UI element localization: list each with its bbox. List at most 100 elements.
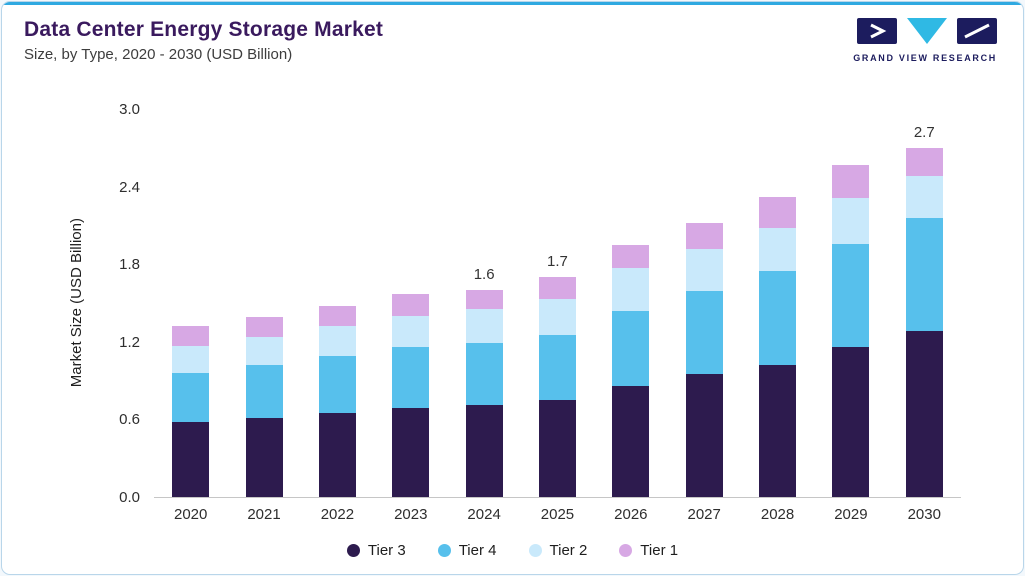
legend: Tier 3 Tier 4 Tier 2 Tier 1 — [2, 542, 1023, 559]
stacked-bar — [832, 164, 870, 497]
legend-dot-icon — [528, 544, 542, 557]
bar-segment-tier-3 — [245, 418, 283, 497]
header: Data Center Energy Storage Market Size, … — [2, 5, 1023, 65]
y-axis-title: Market Size (USD Billion) — [68, 218, 85, 388]
y-tick-label: 3.0 — [119, 101, 140, 118]
y-tick-label: 0.6 — [119, 411, 140, 429]
bar-segment-tier-3 — [685, 374, 723, 497]
bar-segment-tier-4 — [465, 343, 503, 406]
bar-segment-tier-3 — [465, 405, 503, 497]
x-tick-label: 2025 — [540, 506, 575, 523]
title-block: Data Center Energy Storage Market Size, … — [24, 18, 383, 63]
y-tick-label: 1.2 — [119, 333, 140, 351]
x-tick-label: 2029 — [834, 506, 868, 523]
y-tick-label: 2.4 — [119, 178, 140, 196]
bar-column-2029 — [814, 109, 887, 497]
bar-column-2020 — [154, 109, 227, 497]
y-tick-label: 1.8 — [119, 256, 140, 274]
bar-segment-tier-2 — [759, 228, 797, 271]
bar-segment-tier-1 — [832, 164, 870, 199]
bar-segment-tier-2 — [612, 268, 650, 311]
legend-label: Tier 1 — [640, 542, 679, 559]
bar-segment-tier-2 — [392, 315, 430, 347]
bar-segment-tier-4 — [172, 372, 210, 422]
grand-view-research-logo-icon — [857, 18, 997, 44]
bar-segment-tier-4 — [538, 335, 576, 400]
plot-area: 1.6 1.7 2.7 — [154, 109, 961, 498]
stacked-bar — [465, 290, 503, 497]
bar-segment-tier-1 — [392, 293, 430, 316]
bar-segment-tier-1 — [465, 290, 503, 310]
legend-label: Tier 2 — [549, 542, 588, 559]
bar-column-2026 — [594, 109, 667, 497]
bar-segment-tier-1 — [538, 277, 576, 300]
stacked-bar — [685, 222, 723, 497]
legend-item-tier-4: Tier 4 — [437, 542, 497, 559]
bar-segment-tier-2 — [465, 309, 503, 344]
bar-segment-tier-2 — [905, 176, 943, 218]
bar-segment-tier-3 — [832, 346, 870, 497]
bar-segment-tier-4 — [392, 346, 430, 408]
bar-segment-tier-3 — [538, 400, 576, 497]
legend-label: Tier 3 — [367, 542, 406, 559]
x-tick-label: 2023 — [394, 506, 428, 523]
bar-segment-tier-1 — [612, 244, 650, 269]
bar-segment-tier-2 — [685, 248, 723, 292]
x-tick-label: 2022 — [320, 506, 355, 523]
legend-item-tier-2: Tier 2 — [528, 542, 588, 559]
x-tick-label: 2021 — [247, 506, 281, 523]
bar-segment-tier-4 — [245, 365, 283, 419]
x-tick-label: 2020 — [173, 506, 208, 523]
bar-segment-tier-1 — [759, 196, 797, 229]
bar-column-2022 — [301, 109, 374, 497]
stacked-bar — [172, 326, 210, 497]
x-tick-label: 2027 — [687, 506, 721, 523]
bar-segment-tier-4 — [832, 243, 870, 347]
legend-label: Tier 4 — [458, 542, 497, 559]
x-axis-labels: 2020 2021 2022 2023 2024 2025 2026 2027 2028 2029… — [154, 506, 961, 523]
bar-segment-tier-4 — [612, 310, 650, 386]
bar-column-2030: 2.7 — [888, 109, 961, 497]
bar-column-2028 — [741, 109, 814, 497]
bar-column-2021 — [227, 109, 300, 497]
page-title: Data Center Energy Storage Market — [24, 18, 384, 41]
y-tick-label: 0.0 — [119, 489, 140, 506]
bar-column-2024: 1.6 — [447, 109, 520, 497]
logo-text: GRAND VIEW RESEARCH — [853, 53, 997, 63]
stacked-bar — [612, 244, 650, 497]
bar-segment-tier-1 — [245, 317, 283, 337]
x-tick-label: 2028 — [760, 506, 795, 523]
bar-segment-tier-1 — [172, 326, 210, 346]
page-subtitle: Size, by Type, 2020 - 2030 (USD Billion) — [24, 46, 293, 63]
y-axis-title-wrap: Market Size (USD Billion) — [68, 109, 85, 497]
logo: GRAND VIEW RESEARCH — [853, 18, 997, 63]
y-axis-ticks: 0.0 0.6 1.2 1.8 2.4 3.0 — [96, 101, 140, 506]
bar-value-label: 2.7 — [913, 123, 935, 141]
legend-dot-icon — [346, 544, 360, 557]
legend-item-tier-3: Tier 3 — [346, 542, 406, 559]
bar-segment-tier-2 — [318, 326, 356, 357]
bar-segment-tier-4 — [759, 270, 797, 366]
legend-item-tier-1: Tier 1 — [619, 542, 678, 559]
bar-segment-tier-1 — [685, 222, 723, 249]
top-accent-bar — [2, 2, 1023, 5]
bar-segment-tier-3 — [318, 412, 356, 497]
bar-segment-tier-4 — [905, 217, 943, 332]
x-tick-label: 2026 — [614, 506, 648, 523]
stacked-bar — [759, 196, 797, 497]
bar-segment-tier-2 — [832, 198, 870, 244]
bar-segment-tier-3 — [392, 407, 430, 497]
bar-value-label: 1.6 — [473, 266, 495, 284]
stacked-bar — [538, 277, 576, 497]
bar-segment-tier-3 — [612, 385, 650, 497]
bar-segment-tier-1 — [905, 147, 943, 177]
legend-dot-icon — [619, 544, 633, 557]
bar-segment-tier-3 — [905, 331, 943, 497]
bar-segment-tier-2 — [172, 345, 210, 373]
bar-segment-tier-3 — [759, 365, 797, 497]
bar-column-2023 — [374, 109, 447, 497]
bars: 1.6 1.7 2.7 — [154, 109, 961, 497]
stacked-bar — [318, 305, 356, 497]
bar-value-label: 1.7 — [547, 253, 568, 271]
